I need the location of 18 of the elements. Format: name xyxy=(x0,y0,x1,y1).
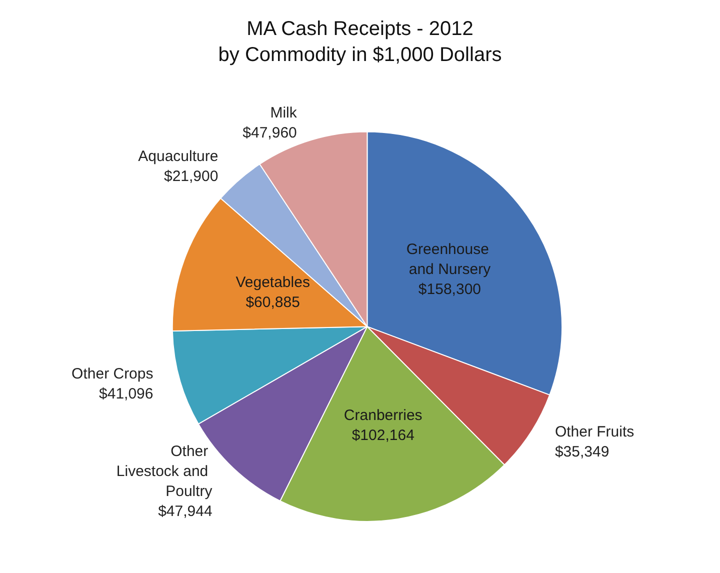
slice-label: Vegetables xyxy=(236,274,310,291)
slice-label: Greenhouse and Nursery xyxy=(406,240,494,278)
data-label: $21,900 xyxy=(164,168,218,185)
data-label: $47,944 xyxy=(158,503,212,520)
data-label: $35,349 xyxy=(554,444,610,461)
data-label: $158,300 xyxy=(418,280,482,298)
data-label: $60,885 xyxy=(246,294,300,311)
slice-label: Other Fruits xyxy=(554,424,634,441)
chart-title: MA Cash Receipts - 2012 xyxy=(246,18,474,40)
slice-label: Aquaculture xyxy=(138,148,218,165)
data-label: $41,096 xyxy=(99,385,154,402)
data-label: $47,960 xyxy=(242,124,297,142)
slice-label: Other Crops xyxy=(72,365,154,382)
data-label: $102,164 xyxy=(352,427,414,444)
slice-label: Cranberries xyxy=(344,407,422,424)
slice-label: Other Livestock and Poultry xyxy=(116,443,213,500)
slice-label: Milk xyxy=(270,104,298,122)
chart-subtitle: by Commodity in $1,000 Dollars xyxy=(218,44,502,66)
